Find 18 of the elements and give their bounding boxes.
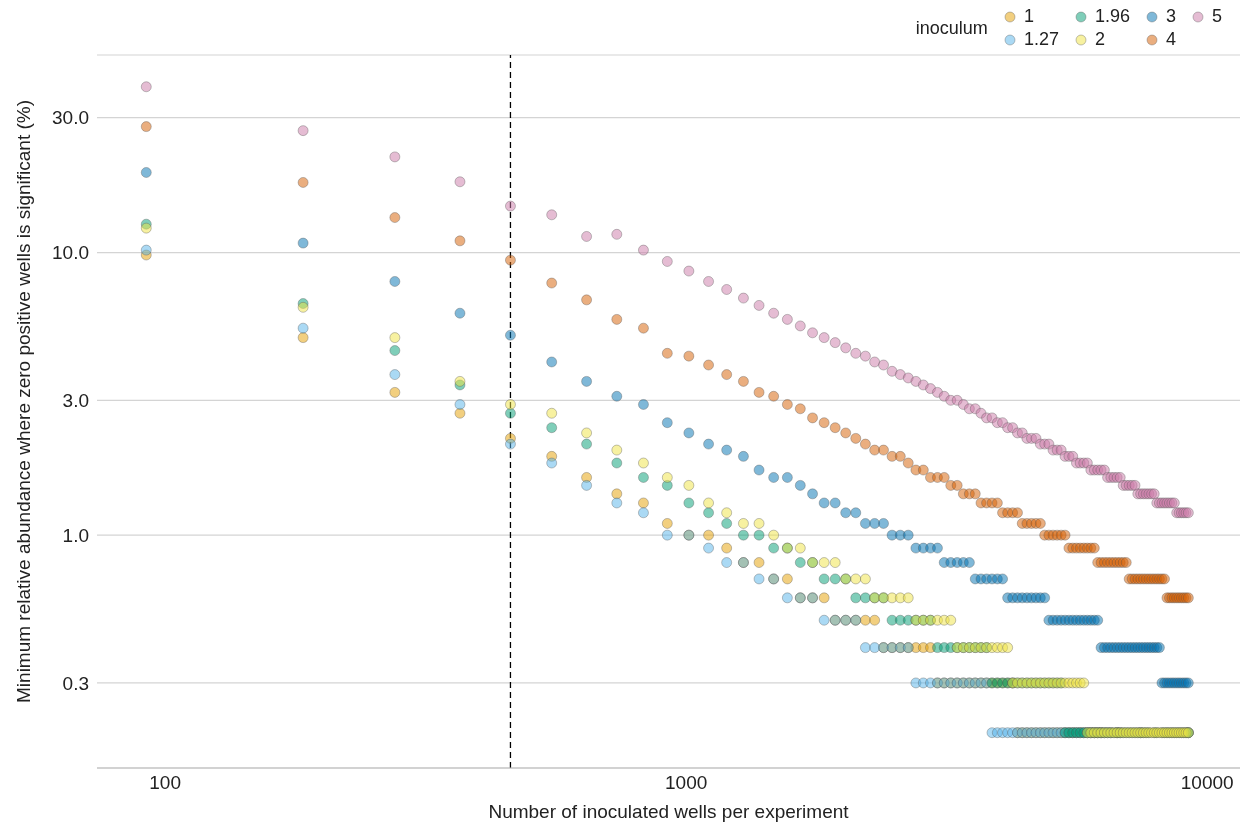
x-tick-label: 1000 <box>665 772 708 794</box>
legend-label: 2 <box>1094 29 1105 50</box>
y-tick-label: 1.0 <box>62 524 89 546</box>
legend-label: 3 <box>1165 6 1176 27</box>
x-tick-label: 10000 <box>1180 772 1234 794</box>
legend-label: 4 <box>1165 29 1176 50</box>
x-tick-label: 100 <box>149 772 181 794</box>
y-tick-label: 30.0 <box>52 107 89 129</box>
legend-title: inoculum <box>915 17 988 39</box>
y-tick-label: 0.3 <box>62 672 89 694</box>
x-axis-title: Number of inoculated wells per experiment <box>488 801 850 822</box>
legend-label: 5 <box>1211 6 1222 27</box>
legend-label: 1 <box>1023 6 1034 27</box>
y-axis-title: Minimum relative abundance where zero positive wells is significant (%) <box>13 100 34 703</box>
y-tick-label: 3.0 <box>62 390 89 412</box>
legend-label: 1.27 <box>1023 29 1059 50</box>
legend-label: 1.96 <box>1094 6 1130 27</box>
y-tick-label: 10.0 <box>52 242 89 264</box>
